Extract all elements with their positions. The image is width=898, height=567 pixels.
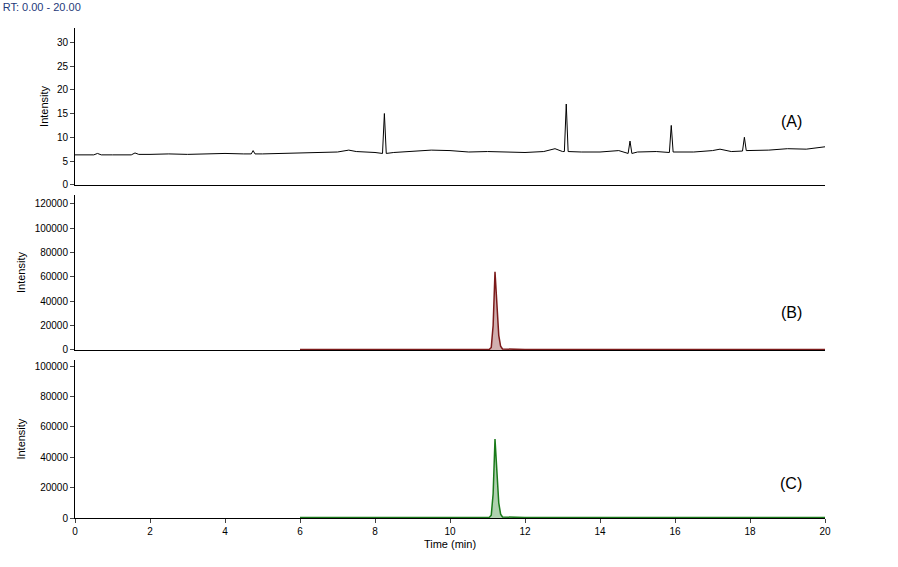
svg-text:Time (min): Time (min): [424, 538, 476, 550]
svg-text:20: 20: [57, 84, 69, 95]
svg-text:10: 10: [57, 132, 69, 143]
svg-text:15: 15: [57, 108, 69, 119]
svg-text:40000: 40000: [40, 296, 68, 307]
svg-text:30: 30: [57, 37, 69, 48]
svg-text:Intensity: Intensity: [15, 252, 27, 293]
svg-text:18: 18: [744, 526, 756, 537]
svg-text:(C): (C): [780, 475, 802, 492]
svg-text:(B): (B): [781, 304, 802, 321]
svg-text:16: 16: [669, 526, 681, 537]
svg-text:60000: 60000: [40, 271, 68, 282]
svg-text:14: 14: [594, 526, 606, 537]
svg-text:4: 4: [222, 526, 228, 537]
svg-text:RT: 0.00 - 20.00: RT: 0.00 - 20.00: [3, 1, 81, 13]
svg-text:6: 6: [297, 526, 303, 537]
svg-text:0: 0: [62, 344, 68, 355]
svg-text:10: 10: [444, 526, 456, 537]
svg-text:80000: 80000: [40, 247, 68, 258]
svg-text:120000: 120000: [35, 198, 69, 209]
svg-text:25: 25: [57, 61, 69, 72]
svg-text:12: 12: [519, 526, 531, 537]
svg-text:20: 20: [819, 526, 831, 537]
svg-text:100000: 100000: [35, 223, 69, 234]
svg-text:8: 8: [372, 526, 378, 537]
svg-text:(A): (A): [781, 113, 802, 130]
svg-text:Intensity: Intensity: [38, 85, 50, 126]
svg-text:80000: 80000: [40, 391, 68, 402]
svg-text:5: 5: [62, 156, 68, 167]
svg-text:20000: 20000: [40, 320, 68, 331]
svg-text:2: 2: [147, 526, 153, 537]
svg-text:40000: 40000: [40, 452, 68, 463]
svg-text:0: 0: [62, 179, 68, 190]
svg-text:0: 0: [72, 526, 78, 537]
svg-text:20000: 20000: [40, 482, 68, 493]
svg-text:100000: 100000: [35, 361, 69, 372]
svg-text:60000: 60000: [40, 421, 68, 432]
svg-text:Intensity: Intensity: [15, 418, 27, 459]
svg-text:0: 0: [62, 513, 68, 524]
